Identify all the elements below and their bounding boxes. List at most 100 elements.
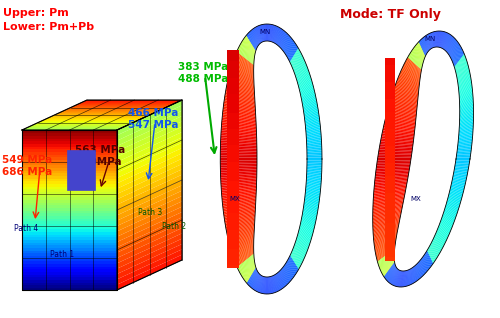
Polygon shape xyxy=(374,184,407,189)
Bar xyxy=(386,79,396,82)
Polygon shape xyxy=(372,207,402,215)
Polygon shape xyxy=(220,147,257,150)
Polygon shape xyxy=(382,259,394,273)
Bar xyxy=(386,119,396,122)
Polygon shape xyxy=(282,267,288,284)
Polygon shape xyxy=(296,238,308,250)
Polygon shape xyxy=(222,197,256,204)
Polygon shape xyxy=(294,61,305,74)
Polygon shape xyxy=(223,203,256,210)
Polygon shape xyxy=(284,265,292,280)
Polygon shape xyxy=(299,78,312,90)
Polygon shape xyxy=(286,39,293,55)
Polygon shape xyxy=(229,233,254,245)
Polygon shape xyxy=(373,199,404,206)
Polygon shape xyxy=(456,160,470,162)
Polygon shape xyxy=(300,222,314,233)
Polygon shape xyxy=(402,68,420,80)
Polygon shape xyxy=(394,270,399,286)
Polygon shape xyxy=(307,162,322,164)
Bar xyxy=(227,254,239,257)
Polygon shape xyxy=(378,251,394,265)
Polygon shape xyxy=(273,25,276,43)
Polygon shape xyxy=(378,252,394,266)
Polygon shape xyxy=(222,194,256,201)
Polygon shape xyxy=(249,270,257,286)
Polygon shape xyxy=(248,32,257,49)
Polygon shape xyxy=(260,276,262,293)
Polygon shape xyxy=(246,35,256,52)
Bar xyxy=(227,78,239,80)
Polygon shape xyxy=(373,197,404,204)
Polygon shape xyxy=(300,224,313,234)
Polygon shape xyxy=(458,75,470,86)
Polygon shape xyxy=(222,117,256,124)
Polygon shape xyxy=(221,132,256,137)
Polygon shape xyxy=(281,269,286,286)
Polygon shape xyxy=(411,268,412,284)
Polygon shape xyxy=(380,142,413,145)
Polygon shape xyxy=(249,32,257,48)
Polygon shape xyxy=(390,102,417,110)
Bar xyxy=(22,207,117,211)
Polygon shape xyxy=(286,42,294,57)
Bar xyxy=(22,210,117,213)
Polygon shape xyxy=(445,35,452,51)
Polygon shape xyxy=(380,143,413,146)
Polygon shape xyxy=(272,25,274,42)
Bar xyxy=(227,208,239,211)
Polygon shape xyxy=(432,32,434,48)
Polygon shape xyxy=(290,254,300,269)
Polygon shape xyxy=(298,72,310,84)
Polygon shape xyxy=(450,41,458,57)
Polygon shape xyxy=(277,273,281,290)
Polygon shape xyxy=(117,191,182,226)
Polygon shape xyxy=(238,254,254,269)
Polygon shape xyxy=(226,85,254,96)
Polygon shape xyxy=(424,254,430,269)
Polygon shape xyxy=(280,32,286,48)
Polygon shape xyxy=(222,193,256,199)
Polygon shape xyxy=(291,51,300,65)
Bar xyxy=(227,75,239,78)
Polygon shape xyxy=(244,38,255,54)
Polygon shape xyxy=(458,70,469,82)
Bar xyxy=(386,62,396,65)
Polygon shape xyxy=(380,256,394,270)
Polygon shape xyxy=(388,107,416,115)
Polygon shape xyxy=(434,237,442,249)
Polygon shape xyxy=(436,232,446,243)
Polygon shape xyxy=(246,34,256,51)
Polygon shape xyxy=(456,60,467,73)
Bar xyxy=(22,282,117,285)
Bar xyxy=(386,244,396,247)
Polygon shape xyxy=(457,66,468,78)
Polygon shape xyxy=(400,71,419,83)
Text: MX: MX xyxy=(410,196,421,202)
Polygon shape xyxy=(117,127,182,162)
Polygon shape xyxy=(382,259,394,274)
Polygon shape xyxy=(376,241,396,253)
Bar xyxy=(386,85,396,89)
Polygon shape xyxy=(252,273,258,289)
Polygon shape xyxy=(449,41,457,56)
Polygon shape xyxy=(290,47,298,62)
Polygon shape xyxy=(270,24,272,41)
Polygon shape xyxy=(251,30,258,47)
Polygon shape xyxy=(306,125,320,131)
Bar xyxy=(227,216,239,219)
Bar xyxy=(227,97,239,100)
Polygon shape xyxy=(306,141,322,144)
Polygon shape xyxy=(63,110,160,111)
Polygon shape xyxy=(221,181,256,186)
Polygon shape xyxy=(280,270,285,287)
Polygon shape xyxy=(384,126,415,131)
Polygon shape xyxy=(297,237,308,249)
Polygon shape xyxy=(307,163,322,166)
Polygon shape xyxy=(455,55,466,69)
Polygon shape xyxy=(240,45,254,60)
Polygon shape xyxy=(377,248,395,262)
Polygon shape xyxy=(299,230,311,241)
Polygon shape xyxy=(446,205,458,213)
Polygon shape xyxy=(268,277,270,294)
